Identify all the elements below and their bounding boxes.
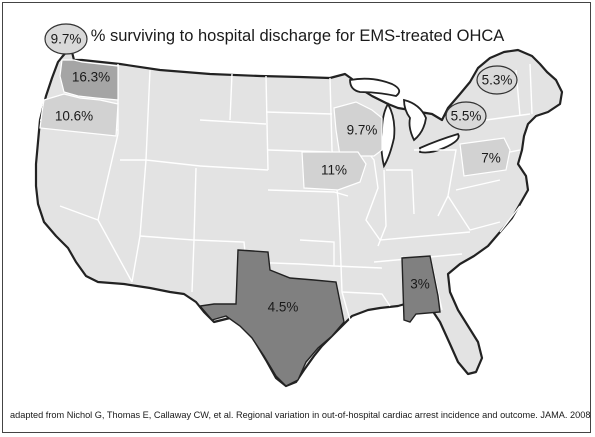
figure-border xyxy=(2,2,591,433)
lake-huron xyxy=(403,98,427,142)
state-oregon xyxy=(39,93,119,137)
region-label-toronto: 5.3% xyxy=(481,72,513,88)
region-label-washington: 16.3% xyxy=(71,69,111,85)
state-washington xyxy=(59,59,119,101)
region-label-seattle: 9.7% xyxy=(50,31,82,47)
state-pennsylvania xyxy=(459,137,511,177)
source-credit: adapted from Nichol G, Thomas E, Callawa… xyxy=(10,410,591,420)
ottawa-callout-bubble xyxy=(445,101,487,131)
seattle-callout-bubble xyxy=(44,23,88,55)
map-title: % surviving to hospital discharge for EM… xyxy=(90,27,505,45)
region-label-pennsylvania: 7% xyxy=(481,150,501,166)
lake-erie xyxy=(419,132,460,154)
region-label-ottawa: 5.5% xyxy=(450,108,482,124)
region-label-oregon: 10.6% xyxy=(54,108,94,124)
lake-superior xyxy=(349,77,401,97)
region-label-alabama: 3% xyxy=(410,276,430,292)
state-alabama xyxy=(401,255,441,323)
region-label-texas: 4.5% xyxy=(267,299,299,315)
state-iowa xyxy=(301,151,367,191)
state-texas xyxy=(198,249,345,387)
region-label-wisconsin: 9.7% xyxy=(346,122,378,138)
region-label-iowa: 11% xyxy=(320,162,348,178)
state-wisconsin xyxy=(333,101,383,157)
toronto-callout-bubble xyxy=(476,65,518,95)
